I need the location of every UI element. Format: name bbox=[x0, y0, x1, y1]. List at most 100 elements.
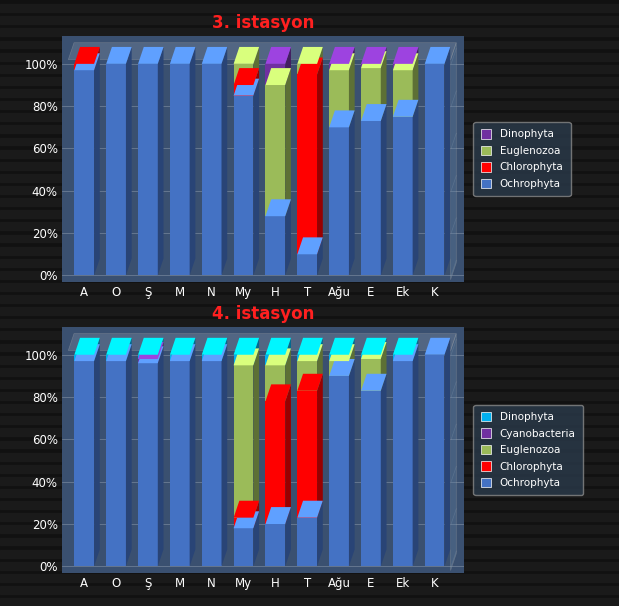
Bar bbox=[0, 525, 619, 533]
Polygon shape bbox=[253, 338, 259, 365]
Bar bbox=[266, 64, 285, 85]
Bar bbox=[138, 363, 158, 567]
Polygon shape bbox=[74, 53, 100, 70]
Bar bbox=[233, 85, 253, 96]
Polygon shape bbox=[317, 238, 322, 276]
Bar bbox=[0, 53, 619, 61]
Polygon shape bbox=[361, 374, 386, 391]
Bar bbox=[266, 216, 285, 276]
Polygon shape bbox=[425, 338, 450, 355]
Polygon shape bbox=[444, 47, 450, 276]
Polygon shape bbox=[126, 47, 132, 276]
Polygon shape bbox=[94, 53, 100, 276]
Polygon shape bbox=[106, 344, 132, 361]
Bar bbox=[0, 162, 619, 170]
Bar bbox=[74, 64, 94, 70]
Bar bbox=[106, 355, 126, 361]
Bar bbox=[0, 77, 619, 85]
Bar bbox=[361, 68, 381, 121]
Bar bbox=[297, 75, 317, 255]
Bar bbox=[297, 255, 317, 276]
Title: 4. istasyon: 4. istasyon bbox=[212, 305, 314, 323]
Bar bbox=[0, 138, 619, 145]
Polygon shape bbox=[393, 338, 418, 355]
Bar bbox=[266, 355, 285, 365]
Bar bbox=[106, 361, 126, 567]
Polygon shape bbox=[361, 338, 386, 355]
Polygon shape bbox=[361, 342, 386, 359]
Bar bbox=[297, 361, 317, 391]
Polygon shape bbox=[94, 344, 100, 567]
Bar bbox=[329, 361, 349, 376]
Bar bbox=[0, 210, 619, 218]
Polygon shape bbox=[381, 342, 386, 391]
Polygon shape bbox=[297, 58, 322, 75]
Bar bbox=[329, 70, 349, 127]
Polygon shape bbox=[68, 333, 456, 350]
Bar bbox=[170, 355, 189, 361]
Bar bbox=[0, 416, 619, 424]
Polygon shape bbox=[74, 338, 100, 355]
Polygon shape bbox=[266, 338, 291, 355]
Polygon shape bbox=[233, 68, 259, 85]
Polygon shape bbox=[253, 79, 259, 276]
Bar bbox=[0, 125, 619, 133]
Bar bbox=[202, 64, 222, 276]
Polygon shape bbox=[297, 344, 322, 361]
Polygon shape bbox=[361, 51, 386, 68]
Bar bbox=[202, 355, 222, 361]
Polygon shape bbox=[106, 47, 132, 64]
Bar bbox=[0, 513, 619, 521]
Bar bbox=[0, 41, 619, 48]
Polygon shape bbox=[222, 47, 227, 276]
Bar bbox=[0, 283, 619, 291]
Bar bbox=[0, 477, 619, 485]
Polygon shape bbox=[233, 338, 259, 355]
Polygon shape bbox=[444, 338, 450, 567]
Bar bbox=[0, 331, 619, 339]
Bar bbox=[266, 85, 285, 216]
Polygon shape bbox=[170, 338, 196, 355]
Bar bbox=[0, 550, 619, 558]
Bar bbox=[233, 355, 253, 365]
Bar bbox=[425, 355, 444, 567]
Polygon shape bbox=[253, 348, 259, 518]
Polygon shape bbox=[297, 47, 322, 64]
Polygon shape bbox=[74, 47, 100, 64]
Bar bbox=[361, 64, 381, 68]
Polygon shape bbox=[189, 344, 196, 567]
Bar bbox=[361, 359, 381, 391]
Bar bbox=[329, 376, 349, 567]
Bar bbox=[233, 518, 253, 528]
Bar bbox=[329, 127, 349, 276]
Polygon shape bbox=[202, 47, 227, 64]
Polygon shape bbox=[94, 338, 100, 361]
Polygon shape bbox=[266, 507, 291, 524]
Polygon shape bbox=[349, 359, 355, 567]
Bar bbox=[297, 518, 317, 567]
Bar bbox=[393, 70, 413, 117]
Polygon shape bbox=[285, 47, 291, 85]
Bar bbox=[0, 89, 619, 97]
Polygon shape bbox=[138, 47, 163, 64]
Bar bbox=[0, 295, 619, 303]
Polygon shape bbox=[253, 501, 259, 528]
Polygon shape bbox=[253, 47, 259, 85]
Polygon shape bbox=[285, 348, 291, 401]
Polygon shape bbox=[381, 374, 386, 567]
Polygon shape bbox=[361, 47, 386, 64]
Polygon shape bbox=[413, 53, 418, 117]
Polygon shape bbox=[285, 68, 291, 216]
Polygon shape bbox=[266, 68, 291, 85]
Bar bbox=[329, 355, 349, 361]
Bar bbox=[170, 64, 189, 276]
Bar bbox=[0, 501, 619, 509]
Bar bbox=[393, 355, 413, 361]
Polygon shape bbox=[393, 47, 418, 64]
Bar bbox=[0, 453, 619, 461]
Bar bbox=[297, 64, 317, 75]
Bar bbox=[74, 355, 94, 361]
Polygon shape bbox=[170, 47, 196, 64]
Polygon shape bbox=[393, 344, 418, 361]
Polygon shape bbox=[233, 501, 259, 518]
